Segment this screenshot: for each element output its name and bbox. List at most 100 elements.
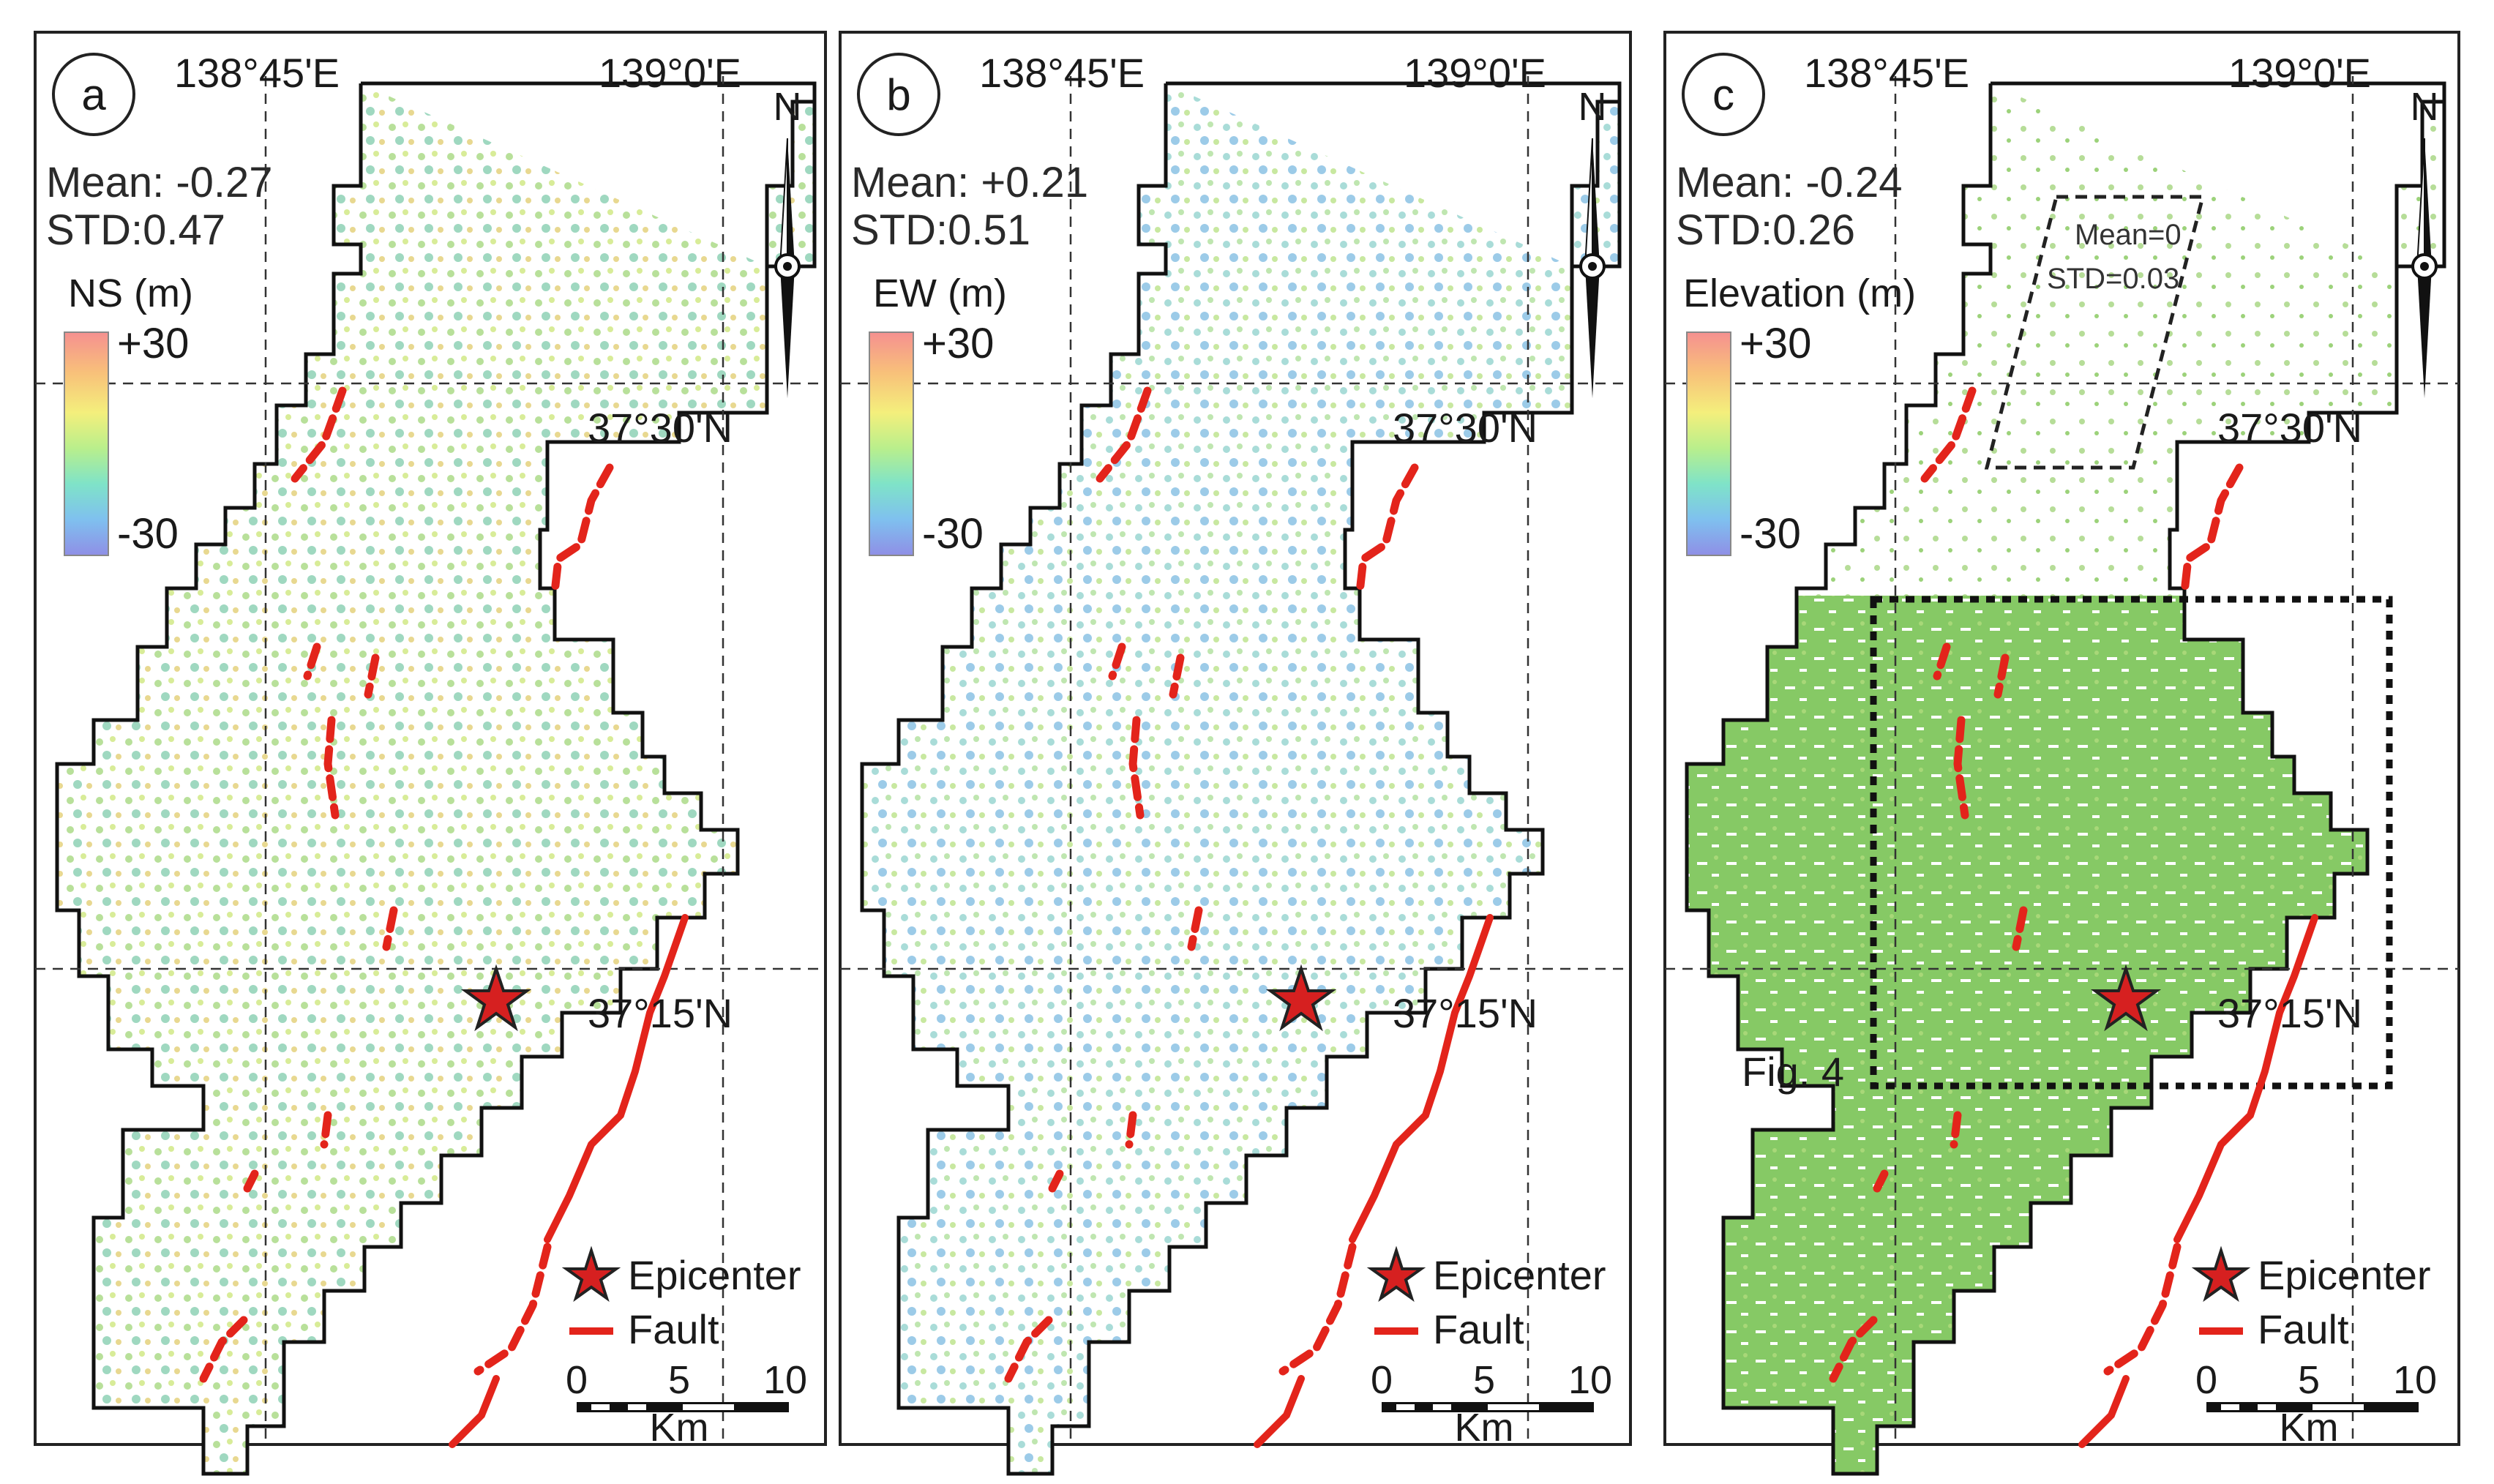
stable-region-std: STD=0.03 <box>2047 263 2179 295</box>
fault-trace <box>1953 716 1969 820</box>
fault-trace <box>1920 386 1977 483</box>
fault-trace <box>2078 1375 2130 1448</box>
stable-region-box <box>1984 195 2206 470</box>
lat-label-2: 37°15'N <box>2217 990 2362 1036</box>
fault-trace <box>1128 716 1145 820</box>
fault-trace <box>544 914 689 1243</box>
scale-tick-5: 5 <box>1473 1358 1495 1402</box>
fault-trace <box>1187 906 1203 951</box>
scale-tick-10: 10 <box>2393 1358 2437 1402</box>
scale-tick-10: 10 <box>763 1358 807 1402</box>
lat-label-1: 37°30'N <box>1393 405 1538 451</box>
scale-bar <box>577 1402 789 1412</box>
north-label: N <box>774 85 802 129</box>
fault-trace <box>473 1243 552 1376</box>
lat-label-2: 37°15'N <box>1393 990 1538 1036</box>
scale-bar <box>1382 1402 1594 1412</box>
lon-label-2: 139°0'E <box>1404 50 1546 96</box>
scale-tick-0: 0 <box>1371 1358 1393 1402</box>
epicenter-star <box>460 964 532 1032</box>
colorbar-title: EW (m) <box>873 271 1007 315</box>
fault-trace <box>449 1375 500 1448</box>
fault-trace <box>1169 653 1185 699</box>
mean-label: Mean: +0.21 <box>851 159 1088 206</box>
scale-unit: Km <box>2280 1406 2339 1450</box>
colorbar-min: -30 <box>1740 510 1801 558</box>
colorbar-title: NS (m) <box>68 271 193 315</box>
scale-tick-5: 5 <box>668 1358 690 1402</box>
fault-trace <box>2103 1243 2182 1376</box>
epicenter-star <box>2090 964 2162 1032</box>
fault-trace <box>550 463 614 596</box>
panel-letter-circle <box>857 53 940 136</box>
colorbar-title: Elevation (m) <box>1683 271 1916 315</box>
legend-epicenter-icon <box>561 1245 621 1303</box>
fault-trace <box>1254 1375 1305 1448</box>
fault-trace <box>1096 386 1152 483</box>
fault-trace <box>199 1316 248 1383</box>
panel-c: Mean=0 STD=0.03 Fig. 4 c 138°45'E 139°0'… <box>1663 31 2460 1474</box>
fault-trace <box>243 1169 259 1193</box>
fault-trace <box>323 716 340 820</box>
panel-letter: c <box>1712 70 1734 119</box>
legend-epicenter-label: Epicenter <box>2258 1252 2431 1298</box>
legend-epicenter-label: Epicenter <box>628 1252 801 1298</box>
panel-letter-circle <box>52 53 135 136</box>
std-label: STD:0.47 <box>46 206 225 254</box>
fig4-label: Fig. 4 <box>1742 1049 1844 1095</box>
fault-trace <box>320 1111 332 1149</box>
lon-label-1: 138°45'E <box>1804 50 1969 96</box>
std-label: STD:0.51 <box>851 206 1030 254</box>
colorbar <box>64 331 109 556</box>
legend-fault-label: Fault <box>2258 1306 2349 1352</box>
fault-trace <box>1873 1169 1889 1193</box>
legend-epicenter-icon <box>1366 1245 1426 1303</box>
mean-label: Mean: -0.27 <box>46 159 273 206</box>
legend-epicenter-icon <box>2191 1245 2251 1303</box>
fault-trace <box>1278 1243 1357 1376</box>
fault-trace <box>1004 1316 1053 1383</box>
north-label: N <box>1579 85 1607 129</box>
scale-bar <box>2206 1402 2419 1412</box>
fig4-extent-box <box>1870 596 2393 1090</box>
panel-b: b 138°45'E 139°0'E 37°30'N 37°15'N Mean:… <box>839 31 1632 1474</box>
fault-trace <box>1355 463 1419 596</box>
colorbar-max: +30 <box>1740 320 1811 367</box>
scale-tick-5: 5 <box>2298 1358 2320 1402</box>
scale-tick-0: 0 <box>566 1358 588 1402</box>
north-arrow-icon: N <box>1579 85 1607 398</box>
north-label: N <box>2411 85 2439 129</box>
fault-trace <box>1349 914 1494 1243</box>
colorbar <box>1686 331 1731 556</box>
scale-tick-0: 0 <box>2195 1358 2217 1402</box>
fault-trace <box>364 653 380 699</box>
panel-letter-circle <box>1682 53 1765 136</box>
fault-trace <box>382 906 398 951</box>
north-arrow-icon: N <box>774 85 802 398</box>
std-label: STD:0.26 <box>1676 206 1855 254</box>
stable-region-mean: Mean=0 <box>2075 219 2182 251</box>
colorbar-min: -30 <box>117 510 179 558</box>
fault-trace <box>2012 906 2028 951</box>
lat-label-2: 37°15'N <box>588 990 733 1036</box>
lon-label-1: 138°45'E <box>174 50 340 96</box>
lon-label-1: 138°45'E <box>979 50 1145 96</box>
fault-trace <box>1933 642 1951 681</box>
epicenter-star <box>1265 964 1337 1032</box>
fault-trace <box>1950 1111 1962 1149</box>
lon-label-2: 139°0'E <box>599 50 741 96</box>
fault-trace <box>1125 1111 1137 1149</box>
panel-letter: a <box>81 70 106 119</box>
north-arrow-icon: N <box>2411 85 2439 398</box>
lat-label-1: 37°30'N <box>2217 405 2362 451</box>
fault-trace <box>1108 642 1126 681</box>
scale-unit: Km <box>1455 1406 1514 1450</box>
legend-fault-label: Fault <box>1433 1306 1524 1352</box>
fault-trace <box>1048 1169 1064 1193</box>
lat-label-1: 37°30'N <box>588 405 733 451</box>
colorbar <box>869 331 914 556</box>
scale-tick-10: 10 <box>1568 1358 1612 1402</box>
scale-unit: Km <box>650 1406 709 1450</box>
fault-trace <box>2173 914 2318 1243</box>
